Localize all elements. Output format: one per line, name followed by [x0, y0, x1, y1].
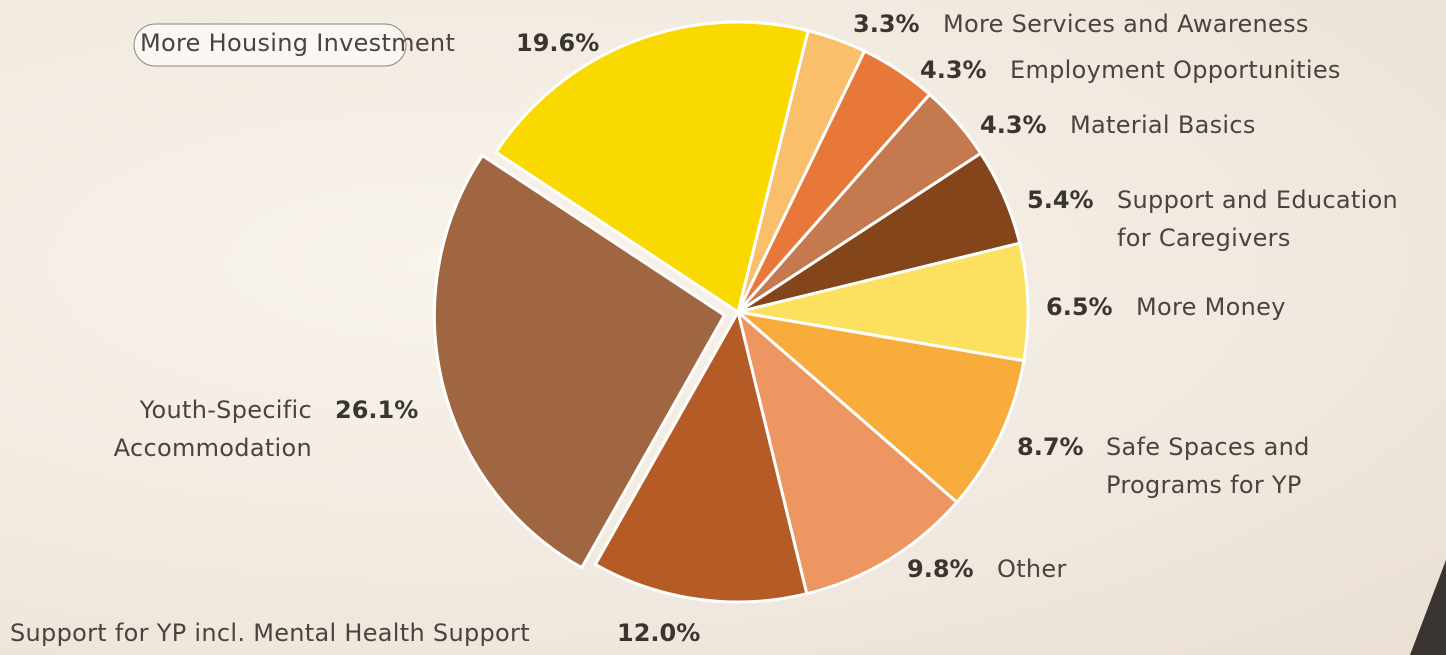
value-label: 4.3% — [920, 56, 987, 84]
value-label: 6.5% — [1046, 293, 1113, 321]
value-label: 5.4% — [1027, 186, 1094, 214]
value-label: 19.6% — [516, 29, 600, 57]
value-label: 3.3% — [853, 10, 920, 38]
pie-slice — [736, 310, 959, 596]
slice-label: More Money — [1136, 293, 1286, 321]
pie-slice — [736, 310, 1026, 504]
slice-label: Support and Education for Caregivers — [1117, 186, 1399, 252]
value-label: 8.7% — [1017, 433, 1084, 461]
value-label: 9.8% — [907, 555, 974, 583]
slice-label: More Housing Investment — [140, 29, 456, 57]
slice-label: Support for YP incl. Mental Health Suppo… — [10, 619, 530, 647]
pie-slice — [432, 153, 726, 570]
value-label: 4.3% — [980, 111, 1047, 139]
value-label: 12.0% — [617, 619, 701, 647]
slice-label: Safe Spaces and Programs for YP — [1106, 433, 1310, 499]
slice-label: Other — [997, 555, 1067, 583]
paper-corner — [1410, 560, 1446, 655]
pie-slice — [494, 20, 810, 314]
slice-label: Employment Opportunities — [1010, 56, 1341, 84]
slice-label: More Services and Awareness — [943, 10, 1309, 38]
slice-label: Material Basics — [1070, 111, 1256, 139]
pie-slice — [593, 310, 809, 604]
slice-label: Youth-Specific Accommodation — [113, 396, 312, 462]
highlight-oval — [133, 23, 407, 67]
pie-slice — [736, 241, 1030, 363]
value-label: 26.1% — [335, 396, 419, 424]
